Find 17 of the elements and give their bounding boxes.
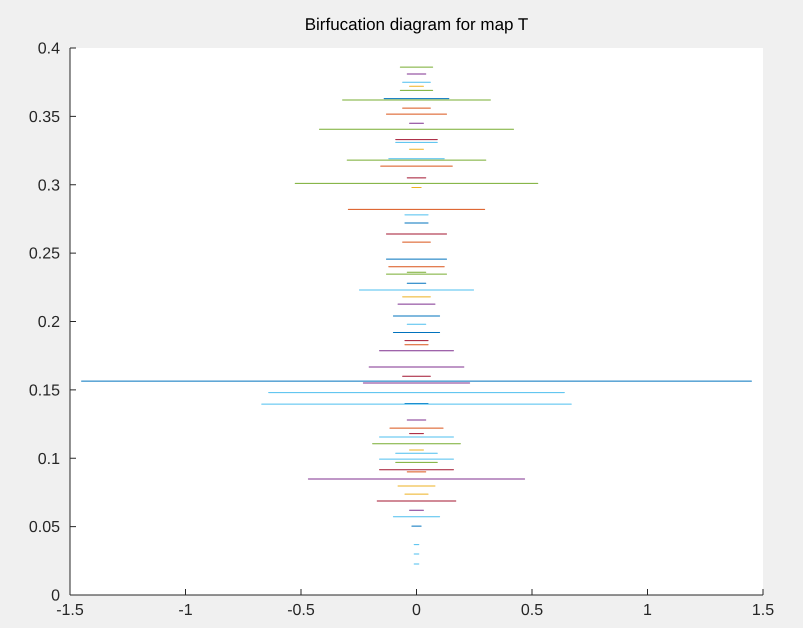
x-tick-label: 1.5 [752,602,774,619]
x-tick-label: -0.5 [287,602,315,619]
x-tick-label: -1 [178,602,193,619]
y-tick-label: 0.4 [38,40,60,58]
y-tick-label: 0.25 [28,246,60,263]
y-tick-label: 0.35 [28,108,60,126]
y-tick-label: 0.2 [38,314,60,332]
x-tick-label: 0.5 [520,602,544,619]
chart-title: Birfucation diagram for map T [304,15,528,34]
y-tick-label: 0.05 [28,519,60,536]
y-tick-label: 0 [51,588,60,605]
x-tick-label: 1 [643,602,652,619]
y-tick-label: 0.15 [28,382,60,400]
y-tick-label: 0.3 [38,177,60,194]
x-tick-label: -1.5 [56,602,84,619]
x-tick-label: 0 [412,602,422,619]
y-tick-label: 0.1 [38,450,60,468]
